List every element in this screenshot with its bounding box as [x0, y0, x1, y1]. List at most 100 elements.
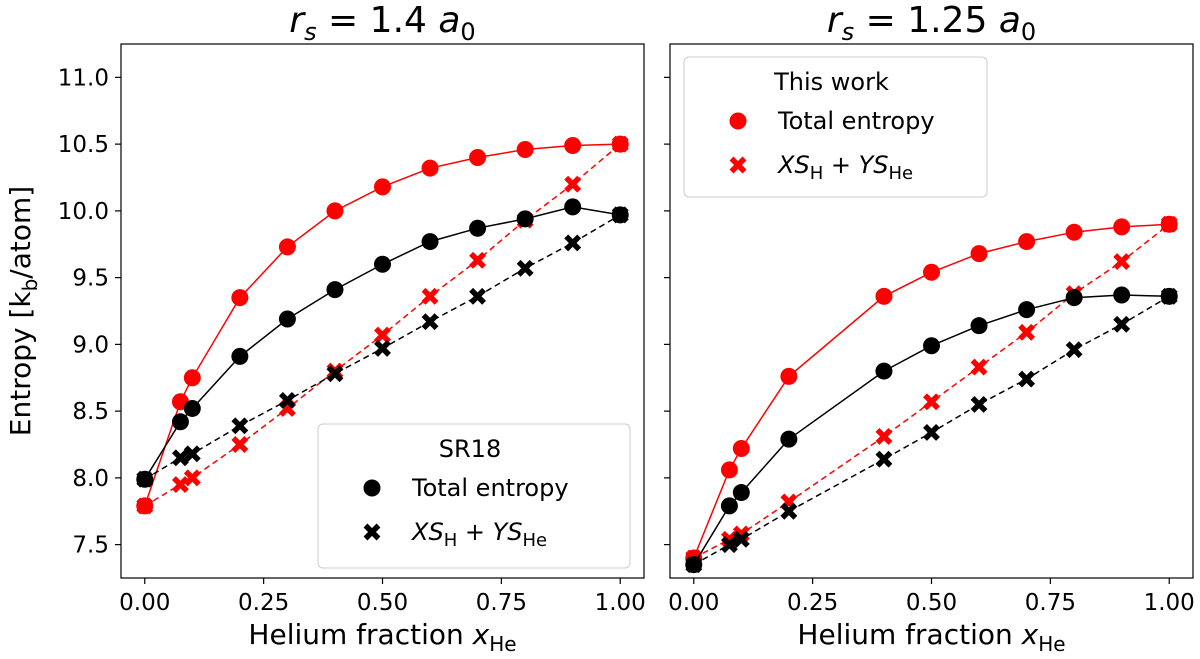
x-tick-label: 1.00: [595, 590, 646, 616]
data-point: [516, 140, 534, 158]
legend-title: This work: [773, 68, 889, 96]
legend-box: [317, 423, 631, 569]
y-tick-label: 10.5: [58, 132, 109, 158]
y-tick-label: 11.0: [58, 65, 109, 91]
data-point: [183, 369, 201, 387]
data-point: [720, 497, 738, 515]
x-tick-label: 0.00: [119, 590, 170, 616]
data-point: [171, 449, 189, 467]
data-point: [1113, 253, 1131, 271]
series-1: [136, 135, 629, 515]
data-point: [171, 413, 189, 431]
data-point: [923, 424, 940, 441]
left-panel: 0.00 0.25 0.50 0.75 1.00 7.5 8.0 8.5 9.0 9.5 10.0 1…: [4, 0, 646, 656]
series-3: [136, 206, 629, 488]
panel-title: rs = 1.4 a0: [289, 0, 475, 46]
y-tick-label: 8.0: [72, 466, 109, 492]
x-tick-label: 0.25: [238, 590, 289, 616]
data-point: [685, 556, 703, 574]
x-tick-label: 0.50: [906, 590, 957, 616]
data-point: [1065, 223, 1083, 241]
data-point: [1113, 286, 1131, 304]
y-axis-label: Entropy [kb/atom]: [4, 186, 42, 436]
data-point: [231, 289, 249, 307]
x-tick-label: 0.50: [357, 590, 408, 616]
data-point: [875, 450, 893, 468]
data-point: [516, 210, 534, 228]
data-point: [374, 339, 391, 357]
data-point: [326, 202, 344, 220]
data-point: [278, 310, 296, 328]
data-point: [720, 461, 738, 479]
data-point: [1113, 315, 1131, 333]
data-point: [732, 440, 750, 458]
x-tick-label: 1.00: [1144, 590, 1195, 616]
legend-title: SR18: [439, 435, 501, 463]
data-point: [1160, 287, 1178, 305]
data-point: [970, 317, 988, 335]
data-point: [1065, 289, 1083, 307]
data-point: [720, 536, 738, 554]
legend: This work Total entropy XSH + YSHe: [683, 56, 988, 198]
legend-marker-x: [729, 156, 747, 174]
data-point: [421, 313, 439, 331]
data-point: [780, 502, 798, 520]
data-point: [421, 159, 439, 177]
data-point: [516, 259, 534, 277]
y-tick-label: 8.5: [72, 399, 109, 425]
data-point: [183, 469, 201, 487]
data-point: [875, 287, 893, 305]
data-point: [183, 399, 201, 417]
data-point: [1018, 301, 1036, 319]
legend-marker-circle: [363, 479, 381, 497]
data-point: [326, 365, 344, 383]
data-point: [780, 430, 798, 448]
data-point: [875, 362, 893, 380]
y-tick-label: 7.5: [72, 533, 109, 559]
x-tick-label: 0.25: [787, 590, 838, 616]
legend: SR18 Total entropy XSH + YSHe: [317, 423, 631, 569]
legend-label: XSH + YSHe: [776, 151, 913, 184]
data-point: [278, 238, 296, 256]
data-point: [780, 367, 798, 385]
data-point: [1018, 323, 1036, 341]
data-point: [374, 255, 391, 273]
data-point: [374, 178, 391, 196]
data-point: [923, 263, 940, 281]
data-point: [171, 476, 189, 493]
y-tick-label: 10.0: [58, 199, 109, 225]
data-point: [564, 175, 582, 193]
data-point: [469, 287, 487, 305]
data-point: [611, 206, 629, 224]
data-point: [564, 136, 582, 154]
data-point: [374, 326, 391, 344]
legend-label: Total entropy: [411, 474, 569, 502]
data-point: [732, 484, 750, 502]
data-point: [1113, 218, 1131, 236]
x-tick-label: 0.75: [1025, 590, 1076, 616]
x-axis-label: Helium fraction xHe: [248, 618, 516, 656]
data-point: [564, 234, 582, 252]
data-point: [326, 281, 344, 299]
data-point: [970, 245, 988, 263]
x-tick-label: 0.00: [668, 590, 719, 616]
data-point: [1065, 341, 1083, 359]
legend-label: Total entropy: [777, 107, 935, 135]
data-point: [278, 392, 296, 409]
data-point: [923, 393, 940, 411]
data-point: [970, 396, 988, 413]
legend-marker-x: [363, 523, 381, 541]
data-point: [469, 219, 487, 237]
y-tick-label: 9.5: [72, 266, 109, 292]
data-point: [1160, 215, 1178, 233]
data-point: [1018, 233, 1036, 251]
data-point: [231, 417, 249, 435]
data-point: [564, 198, 582, 216]
x-tick-label: 0.75: [476, 590, 527, 616]
data-point: [136, 497, 154, 515]
data-point: [469, 251, 487, 269]
legend-marker-circle: [729, 112, 747, 130]
data-point: [231, 436, 249, 453]
data-point: [732, 530, 750, 548]
